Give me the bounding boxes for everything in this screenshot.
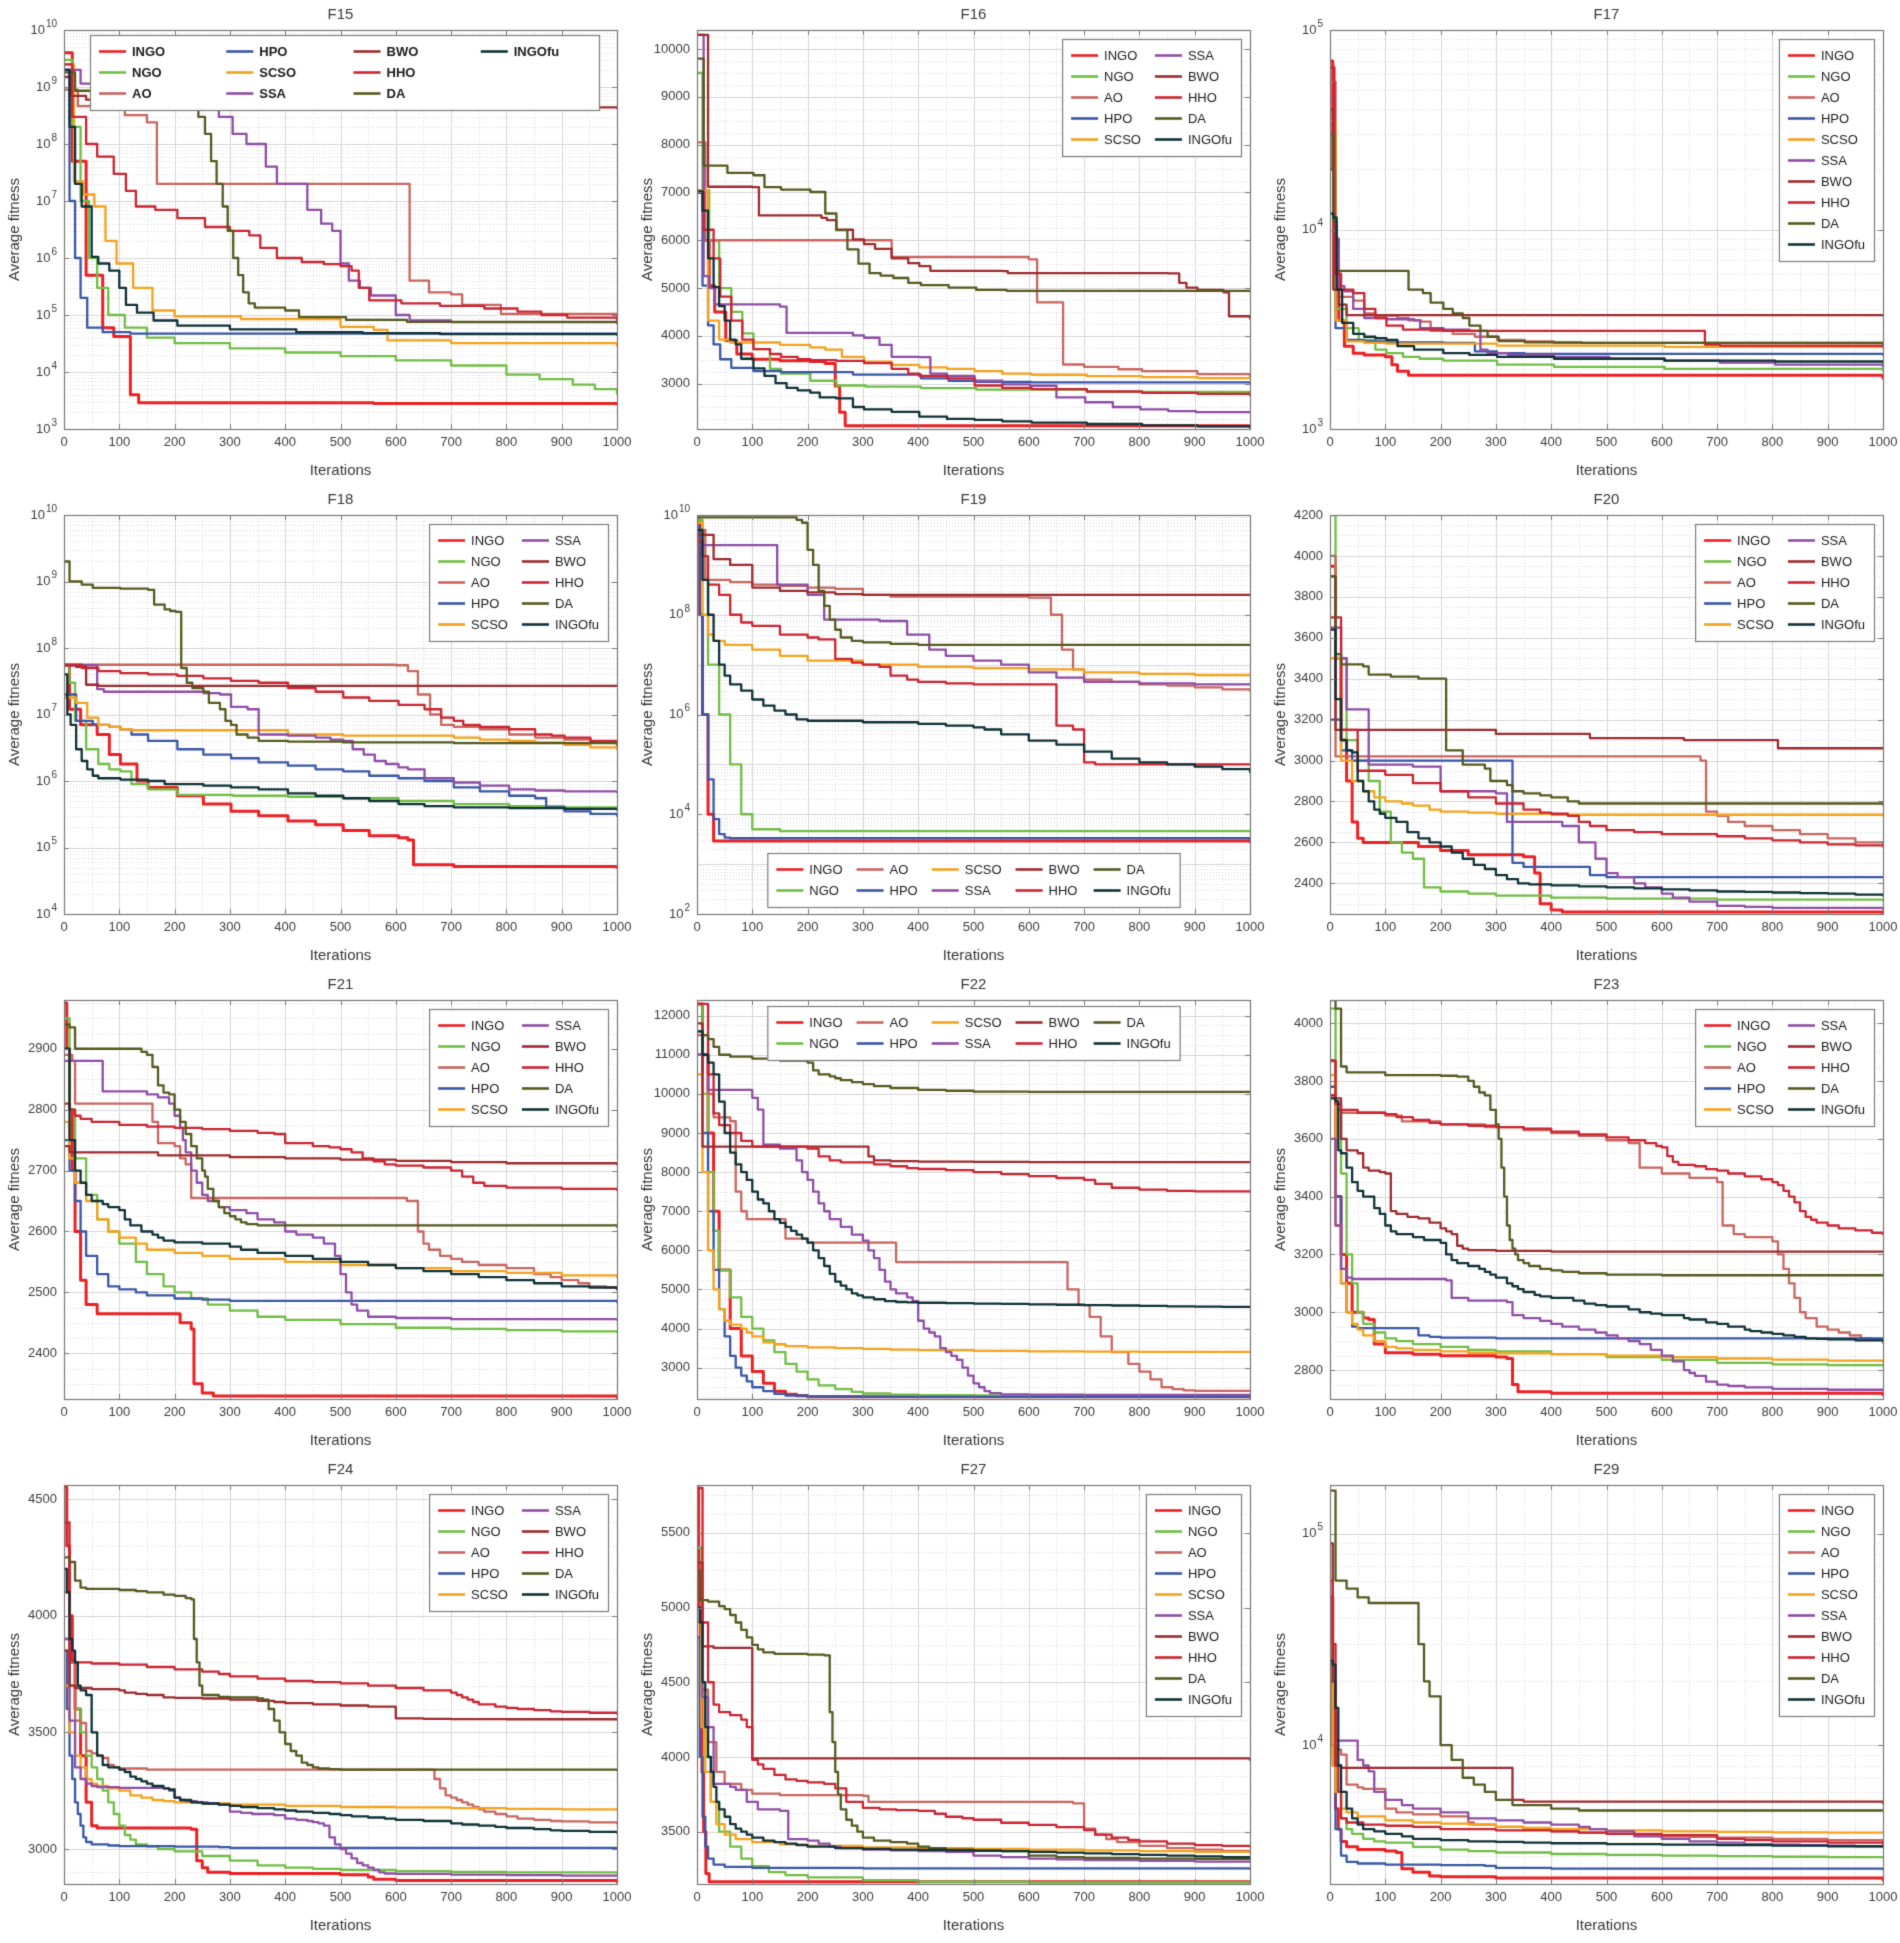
chart-canvas-f24 xyxy=(0,1455,633,1940)
chart-canvas-f27 xyxy=(633,1455,1266,1940)
chart-f24 xyxy=(0,1455,633,1940)
chart-canvas-f19 xyxy=(633,485,1266,970)
chart-f17 xyxy=(1266,0,1899,485)
chart-canvas-f22 xyxy=(633,970,1266,1455)
chart-canvas-f21 xyxy=(0,970,633,1455)
chart-f19 xyxy=(633,485,1266,970)
chart-canvas-f15 xyxy=(0,0,633,485)
chart-canvas-f17 xyxy=(1266,0,1899,485)
chart-f18 xyxy=(0,485,633,970)
chart-f23 xyxy=(1266,970,1899,1455)
chart-f16 xyxy=(633,0,1266,485)
chart-canvas-f16 xyxy=(633,0,1266,485)
chart-f15 xyxy=(0,0,633,485)
chart-f29 xyxy=(1266,1455,1899,1940)
chart-f22 xyxy=(633,970,1266,1455)
chart-f27 xyxy=(633,1455,1266,1940)
chart-f21 xyxy=(0,970,633,1455)
chart-canvas-f29 xyxy=(1266,1455,1899,1940)
chart-canvas-f20 xyxy=(1266,485,1899,970)
chart-f20 xyxy=(1266,485,1899,970)
chart-canvas-f18 xyxy=(0,485,633,970)
chart-canvas-f23 xyxy=(1266,970,1899,1455)
